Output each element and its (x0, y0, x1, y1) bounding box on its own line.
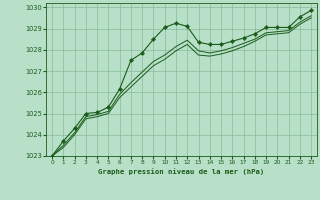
X-axis label: Graphe pression niveau de la mer (hPa): Graphe pression niveau de la mer (hPa) (99, 168, 265, 175)
